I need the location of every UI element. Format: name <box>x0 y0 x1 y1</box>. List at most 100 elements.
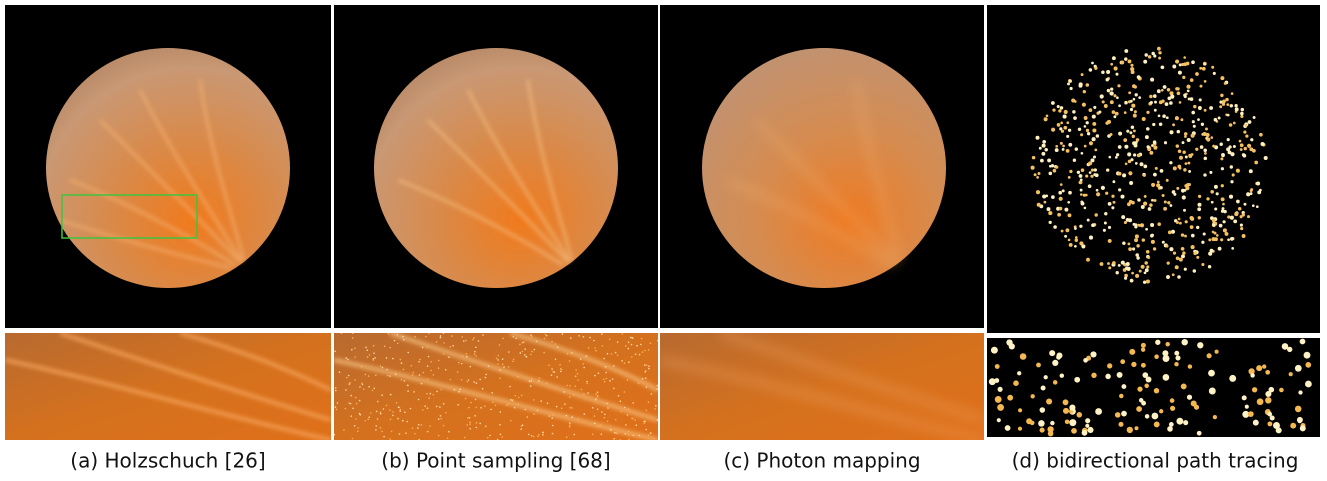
sample-dot <box>466 424 468 426</box>
sample-dot <box>339 371 341 373</box>
sample-dot <box>995 364 1000 369</box>
sample-dot <box>1183 56 1186 59</box>
sample-dot <box>575 376 577 378</box>
sample-dot <box>1043 201 1046 204</box>
zoom-c <box>660 333 984 440</box>
sample-dot <box>482 334 484 336</box>
sample-dot <box>1093 155 1096 158</box>
sample-dot <box>1074 377 1080 383</box>
sample-dot <box>1234 104 1237 107</box>
sample-dot <box>382 367 384 369</box>
sample-dot <box>487 437 489 439</box>
sample-dot <box>644 350 646 352</box>
sample-dot <box>1137 198 1140 201</box>
sample-dot <box>1182 76 1185 79</box>
sample-dot <box>373 352 375 354</box>
sample-dot <box>469 421 471 423</box>
sample-dot <box>1100 94 1104 98</box>
sample-dot <box>1104 212 1107 215</box>
sample-dot <box>512 399 514 401</box>
sample-dot <box>1038 420 1045 427</box>
sample-dot <box>643 421 645 423</box>
sample-dot <box>1151 240 1155 244</box>
sample-dot <box>436 341 438 343</box>
sample-dot <box>1150 101 1153 104</box>
sample-dot <box>1124 49 1128 53</box>
sample-dot <box>1143 60 1147 64</box>
sample-dot <box>1135 253 1139 257</box>
sample-dot <box>1184 132 1188 136</box>
sample-dot <box>1115 156 1118 159</box>
sample-dot <box>1210 136 1213 139</box>
sample-dot <box>1118 145 1122 149</box>
sample-dot <box>438 435 440 437</box>
sample-dot <box>1249 169 1253 173</box>
sample-dot <box>427 365 429 367</box>
sample-dot <box>1226 103 1229 106</box>
sample-dot <box>1219 224 1223 228</box>
sample-dot <box>1267 412 1272 417</box>
sample-dot <box>1092 128 1096 132</box>
sample-dot <box>503 366 505 368</box>
sample-dot <box>397 334 399 336</box>
sample-dot <box>502 338 504 340</box>
sample-dot <box>480 407 482 409</box>
sample-dot <box>998 387 1003 392</box>
sample-dot <box>403 369 405 371</box>
sample-dot <box>1265 397 1271 403</box>
sample-dot <box>367 349 369 351</box>
sample-dot <box>395 374 397 376</box>
sample-dot <box>485 377 487 379</box>
sample-dot <box>1214 207 1217 210</box>
sample-dot <box>1134 85 1137 88</box>
sample-dot <box>1063 126 1067 130</box>
sample-dot <box>1162 350 1168 356</box>
sample-dot <box>469 417 471 419</box>
sample-dot <box>1152 413 1159 420</box>
sample-dot <box>1165 342 1169 346</box>
sample-dot <box>657 340 659 342</box>
sample-dot <box>1167 201 1170 204</box>
sample-dot <box>454 389 456 391</box>
sample-dot <box>1132 135 1135 138</box>
sample-dot <box>475 355 477 357</box>
sample-dot <box>1060 122 1063 125</box>
sample-dot <box>1096 192 1100 196</box>
sample-dot <box>517 376 519 378</box>
sample-dot <box>1118 264 1121 267</box>
sample-dot <box>1227 114 1230 117</box>
sample-dot <box>1186 85 1190 89</box>
sample-dot <box>1167 88 1171 92</box>
sample-dot <box>520 352 522 354</box>
sample-dot <box>1155 340 1160 345</box>
sample-dot <box>1195 72 1199 76</box>
sample-dot <box>1100 262 1104 266</box>
sample-dot <box>1175 265 1179 269</box>
sample-dot <box>1098 110 1101 113</box>
sample-dot <box>595 350 597 352</box>
sample-dot <box>1256 365 1262 371</box>
sample-dot <box>1106 70 1110 74</box>
sample-dot <box>613 388 615 390</box>
sample-dot <box>1122 241 1125 244</box>
sample-dot <box>1191 60 1195 64</box>
sample-dot <box>424 405 426 407</box>
sample-dot <box>1222 220 1225 223</box>
sample-dot <box>1191 153 1194 156</box>
sample-dot <box>1128 218 1132 222</box>
sample-dot <box>1075 236 1078 239</box>
sample-dot <box>1167 426 1173 432</box>
sample-dot <box>343 429 345 431</box>
sample-dot <box>335 406 337 408</box>
sample-dot <box>642 378 644 380</box>
sample-dot <box>1221 197 1225 201</box>
sample-dot <box>1142 372 1148 378</box>
sample-dot <box>1153 247 1156 250</box>
sample-dot <box>519 344 521 346</box>
sample-dot <box>600 425 602 427</box>
sample-dot <box>1069 243 1073 247</box>
sample-dot <box>475 347 477 349</box>
sample-dot <box>461 379 463 381</box>
sample-dot <box>650 342 652 344</box>
sample-dot <box>1159 186 1162 189</box>
